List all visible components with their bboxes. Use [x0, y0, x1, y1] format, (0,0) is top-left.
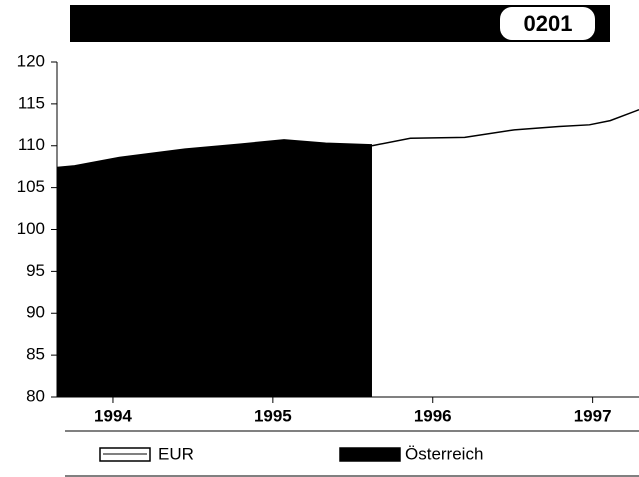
area — [57, 139, 372, 397]
x-tick-label: 1996 — [414, 406, 452, 425]
y-tick-label: 85 — [26, 345, 45, 364]
title-box — [500, 7, 595, 40]
x-tick-label: 1995 — [254, 406, 292, 425]
legend-swatch — [339, 447, 401, 462]
y-tick-label: 80 — [26, 386, 45, 405]
y-tick-label: 100 — [17, 219, 45, 238]
x-tick-label: 1994 — [94, 406, 132, 425]
area — [371, 109, 639, 398]
legend-label: Österreich — [405, 444, 483, 463]
legend-label: EUR — [158, 444, 194, 463]
line — [371, 109, 639, 147]
x-tick-label: 1997 — [574, 406, 612, 425]
y-tick-label: 95 — [26, 261, 45, 280]
y-tick-label: 110 — [18, 135, 45, 154]
chart-title: 0201 — [524, 11, 573, 36]
y-tick-label: 115 — [18, 93, 45, 112]
y-tick-label: 90 — [26, 303, 45, 322]
line — [56, 139, 373, 169]
y-tick-label: 105 — [17, 177, 45, 196]
y-tick-label: 120 — [17, 51, 45, 70]
